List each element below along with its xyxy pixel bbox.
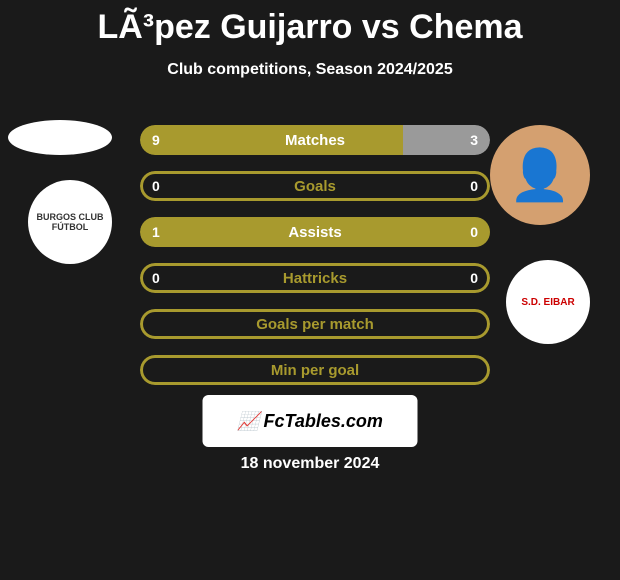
bar-row: 0 0 Goals (140, 171, 490, 201)
right-club-crest: S.D. EIBAR (506, 260, 590, 344)
bar-left-fill (140, 125, 403, 155)
right-player-avatar: 👤 (490, 125, 590, 225)
bar-label: Min per goal (271, 362, 359, 379)
page-title: LÃ³pez Guijarro vs Chema (0, 0, 620, 47)
bar-right-value: 3 (470, 132, 478, 148)
bar-left-value: 9 (152, 132, 160, 148)
page-subtitle: Club competitions, Season 2024/2025 (0, 61, 620, 79)
bar-left-value: 0 (152, 178, 160, 194)
bar-row: 0 0 Hattricks (140, 263, 490, 293)
bar-right-value: 0 (470, 178, 478, 194)
attribution-text: FcTables.com (264, 411, 383, 432)
comparison-bars: 9 3 Matches 0 0 Goals 1 0 Assists 0 0 Hattricks Goal… (140, 125, 490, 401)
bar-left-value: 0 (152, 270, 160, 286)
bar-label: Matches (285, 132, 345, 149)
bar-label: Hattricks (283, 270, 347, 287)
attribution-badge: 📈 FcTables.com (203, 395, 418, 447)
bar-row: 1 0 Assists (140, 217, 490, 247)
bar-right-value: 0 (470, 270, 478, 286)
bar-label: Goals (294, 178, 336, 195)
bar-label: Goals per match (256, 316, 374, 333)
bar-label: Assists (288, 224, 341, 241)
left-club-crest: BURGOS CLUB FÚTBOL (28, 180, 112, 264)
chart-icon: 📈 (237, 411, 259, 432)
bar-row: Min per goal (140, 355, 490, 385)
date-label: 18 november 2024 (0, 455, 620, 473)
bar-right-value: 0 (470, 224, 478, 240)
bar-row: 9 3 Matches (140, 125, 490, 155)
bar-row: Goals per match (140, 309, 490, 339)
bar-left-value: 1 (152, 224, 160, 240)
left-player-avatar (8, 120, 112, 155)
